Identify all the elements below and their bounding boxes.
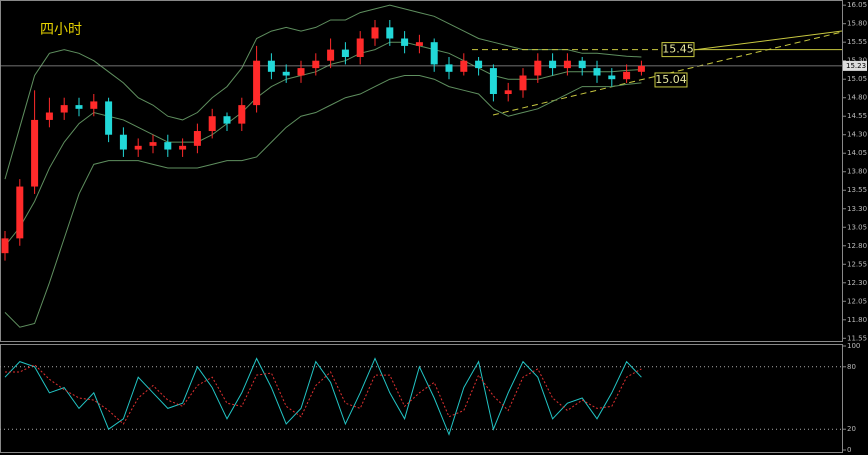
level-box xyxy=(654,72,688,88)
y-tick-label: 14.05 xyxy=(847,149,867,157)
trend-extension xyxy=(692,30,843,51)
y-tick-label: 12.05 xyxy=(847,297,867,305)
price-panel xyxy=(0,0,843,342)
candle-body xyxy=(45,112,53,120)
candle-body xyxy=(371,27,379,39)
candle-body xyxy=(386,27,394,39)
candle-body xyxy=(119,134,127,150)
candle-body xyxy=(460,60,468,72)
candle-body xyxy=(253,60,261,106)
candle-body xyxy=(341,49,349,57)
y-tick-label: 14.80 xyxy=(847,94,867,102)
candle-body xyxy=(504,90,512,95)
candle-body xyxy=(60,105,68,113)
candle-body xyxy=(16,186,24,239)
candle-body xyxy=(282,71,290,76)
candle-body xyxy=(90,101,98,109)
candle-body xyxy=(445,64,453,72)
candle-body xyxy=(608,75,616,80)
y-tick-label: 15.05 xyxy=(847,75,867,83)
candle-body xyxy=(415,42,423,46)
candle-body xyxy=(193,131,201,146)
candle-body xyxy=(149,142,157,146)
candle-body xyxy=(563,60,571,69)
oscillator-panel xyxy=(0,344,843,453)
candle-body xyxy=(475,60,483,69)
y-tick-label: 13.30 xyxy=(847,205,867,213)
candle-body xyxy=(134,145,142,150)
candle-body xyxy=(31,119,39,187)
y-tick-label: 15.30 xyxy=(847,57,867,65)
candle-body xyxy=(356,38,364,57)
candle-body xyxy=(401,38,409,46)
candle-body xyxy=(549,60,557,69)
candle-body xyxy=(223,116,231,124)
y-tick-label: 100 xyxy=(847,342,860,350)
y-tick-label: 14.55 xyxy=(847,112,867,120)
candle-body xyxy=(297,68,305,76)
y-tick-label: 11.80 xyxy=(847,316,867,324)
band-lower xyxy=(4,75,642,328)
candle-body xyxy=(534,60,542,76)
candle-body xyxy=(623,71,631,80)
candle-body xyxy=(179,145,187,150)
level-box xyxy=(661,42,695,58)
candle-body xyxy=(267,60,275,72)
candle-body xyxy=(75,105,83,109)
candle-body xyxy=(1,238,9,254)
chart-title: 四小时 xyxy=(40,22,82,38)
candle-body xyxy=(593,68,601,76)
y-tick-label: 0 xyxy=(847,446,851,454)
last-price-box xyxy=(843,60,867,71)
candle-body xyxy=(105,101,113,135)
y-tick-label: 11.55 xyxy=(847,334,867,342)
candle-body xyxy=(578,60,586,69)
y-tick-label: 80 xyxy=(847,363,856,371)
y-tick-label: 15.80 xyxy=(847,20,867,28)
y-tick-label: 20 xyxy=(847,425,856,433)
y-tick-label: 12.80 xyxy=(847,242,867,250)
y-tick-label: 13.55 xyxy=(847,186,867,194)
y-tick-label: 12.55 xyxy=(847,260,867,268)
y-tick-label: 13.80 xyxy=(847,168,867,176)
y-tick-label: 14.30 xyxy=(847,131,867,139)
candle-body xyxy=(208,116,216,132)
candle-body xyxy=(489,68,497,95)
y-tick-label: 16.05 xyxy=(847,1,867,9)
y-tick-label: 15.55 xyxy=(847,38,867,46)
level-label: 15.45 xyxy=(662,43,694,56)
oscillator-line xyxy=(4,357,642,436)
candle-body xyxy=(430,42,438,65)
y-tick-label: 12.30 xyxy=(847,279,867,287)
candle-body xyxy=(238,105,246,124)
candle-body xyxy=(164,142,172,150)
candle-body xyxy=(637,65,645,72)
candle-body xyxy=(327,49,335,61)
last-price-label: 15.23 xyxy=(846,62,866,70)
level-label: 15.04 xyxy=(655,73,687,86)
candle-body xyxy=(519,75,527,91)
y-tick-label: 13.05 xyxy=(847,223,867,231)
candle-body xyxy=(312,60,320,69)
